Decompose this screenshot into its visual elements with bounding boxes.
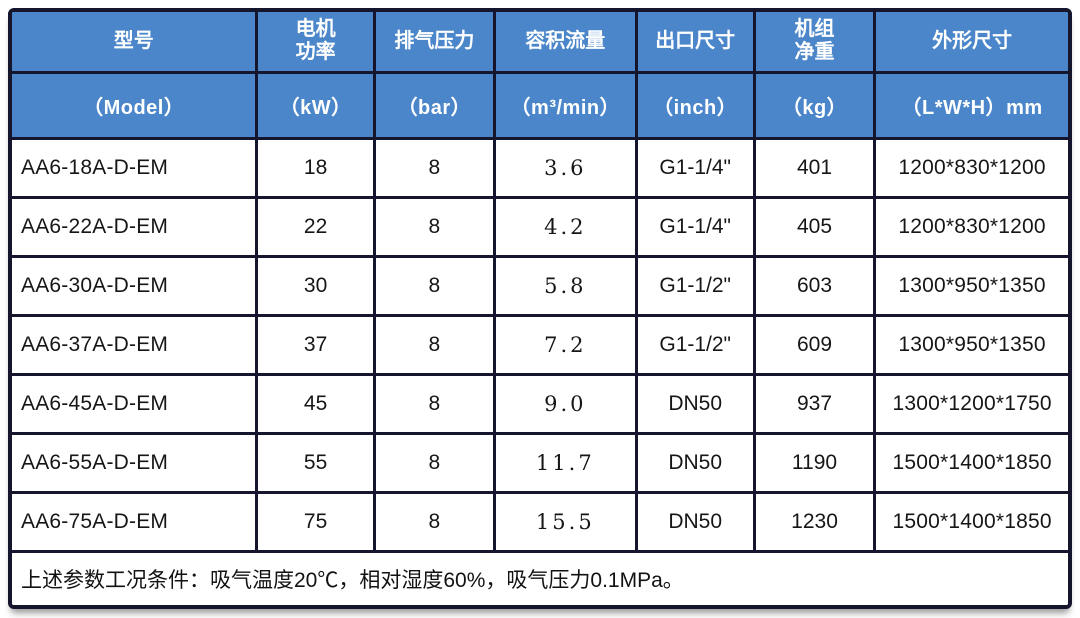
table-row: AA6-22A-D-EM 22 8 4.2 G1-1/4" 405 1200*8… bbox=[12, 195, 1068, 258]
cell-model: AA6-18A-D-EM bbox=[12, 136, 259, 199]
header-dimensions-unit: （L*W*H）mm bbox=[873, 70, 1068, 140]
table-row: AA6-75A-D-EM 75 8 15.5 DN50 1230 1500*14… bbox=[12, 490, 1068, 553]
cell-power: 37 bbox=[255, 313, 376, 376]
cell-dimensions: 1500*1400*1850 bbox=[873, 490, 1068, 553]
cell-flow: 11.7 bbox=[493, 431, 638, 494]
header-row-units: （Model） （kW） （bar） （m³/min） （inch） （kg） … bbox=[12, 70, 1068, 140]
header-volume-flow-unit: （m³/min） bbox=[493, 70, 638, 140]
cell-outlet: G1-1/2" bbox=[634, 313, 756, 376]
cell-dimensions: 1300*950*1350 bbox=[873, 254, 1068, 317]
header-model: 型号 bbox=[12, 12, 259, 74]
cell-weight: 1230 bbox=[752, 490, 877, 553]
cell-power: 55 bbox=[255, 431, 376, 494]
cell-dimensions: 1300*1200*1750 bbox=[873, 372, 1068, 435]
cell-outlet: G1-1/4" bbox=[634, 195, 756, 258]
cell-outlet: G1-1/4" bbox=[634, 136, 756, 199]
table-body: AA6-18A-D-EM 18 8 3.6 G1-1/4" 401 1200*8… bbox=[12, 136, 1068, 553]
cell-weight: 609 bbox=[752, 313, 877, 376]
header-volume-flow: 容积流量 bbox=[493, 12, 638, 74]
cell-power: 30 bbox=[255, 254, 376, 317]
header-discharge-pressure-unit: （bar） bbox=[372, 70, 497, 140]
cell-outlet: DN50 bbox=[634, 431, 756, 494]
cell-pressure: 8 bbox=[372, 490, 497, 553]
cell-flow: 5.8 bbox=[493, 254, 638, 317]
header-discharge-pressure: 排气压力 bbox=[372, 12, 497, 74]
table-row: AA6-30A-D-EM 30 8 5.8 G1-1/2" 603 1300*9… bbox=[12, 254, 1068, 317]
spec-table: 型号 电机 功率 排气压力 容积流量 出口尺寸 机组 净重 外形尺寸 （Mode… bbox=[12, 12, 1068, 605]
cell-pressure: 8 bbox=[372, 313, 497, 376]
cell-outlet: DN50 bbox=[634, 490, 756, 553]
spec-table-frame: 型号 电机 功率 排气压力 容积流量 出口尺寸 机组 净重 外形尺寸 （Mode… bbox=[8, 8, 1072, 609]
header-motor-power-unit: （kW） bbox=[255, 70, 376, 140]
cell-pressure: 8 bbox=[372, 136, 497, 199]
table-row: AA6-37A-D-EM 37 8 7.2 G1-1/2" 609 1300*9… bbox=[12, 313, 1068, 376]
cell-flow: 3.6 bbox=[493, 136, 638, 199]
cell-power: 18 bbox=[255, 136, 376, 199]
cell-model: AA6-30A-D-EM bbox=[12, 254, 259, 317]
cell-pressure: 8 bbox=[372, 431, 497, 494]
cell-weight: 405 bbox=[752, 195, 877, 258]
cell-model: AA6-55A-D-EM bbox=[12, 431, 259, 494]
cell-dimensions: 1200*830*1200 bbox=[873, 195, 1068, 258]
cell-pressure: 8 bbox=[372, 372, 497, 435]
cell-dimensions: 1500*1400*1850 bbox=[873, 431, 1068, 494]
cell-power: 45 bbox=[255, 372, 376, 435]
table-row: AA6-18A-D-EM 18 8 3.6 G1-1/4" 401 1200*8… bbox=[12, 136, 1068, 199]
header-outlet-size-unit: （inch） bbox=[634, 70, 756, 140]
cell-pressure: 8 bbox=[372, 195, 497, 258]
cell-flow: 4.2 bbox=[493, 195, 638, 258]
header-dimensions: 外形尺寸 bbox=[873, 12, 1068, 74]
cell-flow: 9.0 bbox=[493, 372, 638, 435]
cell-weight: 603 bbox=[752, 254, 877, 317]
cell-pressure: 8 bbox=[372, 254, 497, 317]
cell-weight: 937 bbox=[752, 372, 877, 435]
operating-conditions-note: 上述参数工况条件：吸气温度20℃，相对湿度60%，吸气压力0.1MPa。 bbox=[12, 549, 1068, 605]
note-row: 上述参数工况条件：吸气温度20℃，相对湿度60%，吸气压力0.1MPa。 bbox=[12, 549, 1068, 605]
header-net-weight: 机组 净重 bbox=[752, 12, 877, 74]
cell-model: AA6-75A-D-EM bbox=[12, 490, 259, 553]
cell-outlet: G1-1/2" bbox=[634, 254, 756, 317]
header-motor-power: 电机 功率 bbox=[255, 12, 376, 74]
cell-model: AA6-37A-D-EM bbox=[12, 313, 259, 376]
table-row: AA6-55A-D-EM 55 8 11.7 DN50 1190 1500*14… bbox=[12, 431, 1068, 494]
header-model-unit: （Model） bbox=[12, 70, 259, 140]
table-footer: 上述参数工况条件：吸气温度20℃，相对湿度60%，吸气压力0.1MPa。 bbox=[12, 549, 1068, 605]
table-row: AA6-45A-D-EM 45 8 9.0 DN50 937 1300*1200… bbox=[12, 372, 1068, 435]
cell-power: 75 bbox=[255, 490, 376, 553]
cell-model: AA6-22A-D-EM bbox=[12, 195, 259, 258]
cell-dimensions: 1200*830*1200 bbox=[873, 136, 1068, 199]
cell-dimensions: 1300*950*1350 bbox=[873, 313, 1068, 376]
table-header: 型号 电机 功率 排气压力 容积流量 出口尺寸 机组 净重 外形尺寸 （Mode… bbox=[12, 12, 1068, 140]
header-net-weight-unit: （kg） bbox=[752, 70, 877, 140]
cell-flow: 7.2 bbox=[493, 313, 638, 376]
cell-power: 22 bbox=[255, 195, 376, 258]
cell-weight: 401 bbox=[752, 136, 877, 199]
cell-weight: 1190 bbox=[752, 431, 877, 494]
header-row-titles: 型号 电机 功率 排气压力 容积流量 出口尺寸 机组 净重 外形尺寸 bbox=[12, 12, 1068, 74]
cell-outlet: DN50 bbox=[634, 372, 756, 435]
cell-flow: 15.5 bbox=[493, 490, 638, 553]
header-outlet-size: 出口尺寸 bbox=[634, 12, 756, 74]
cell-model: AA6-45A-D-EM bbox=[12, 372, 259, 435]
